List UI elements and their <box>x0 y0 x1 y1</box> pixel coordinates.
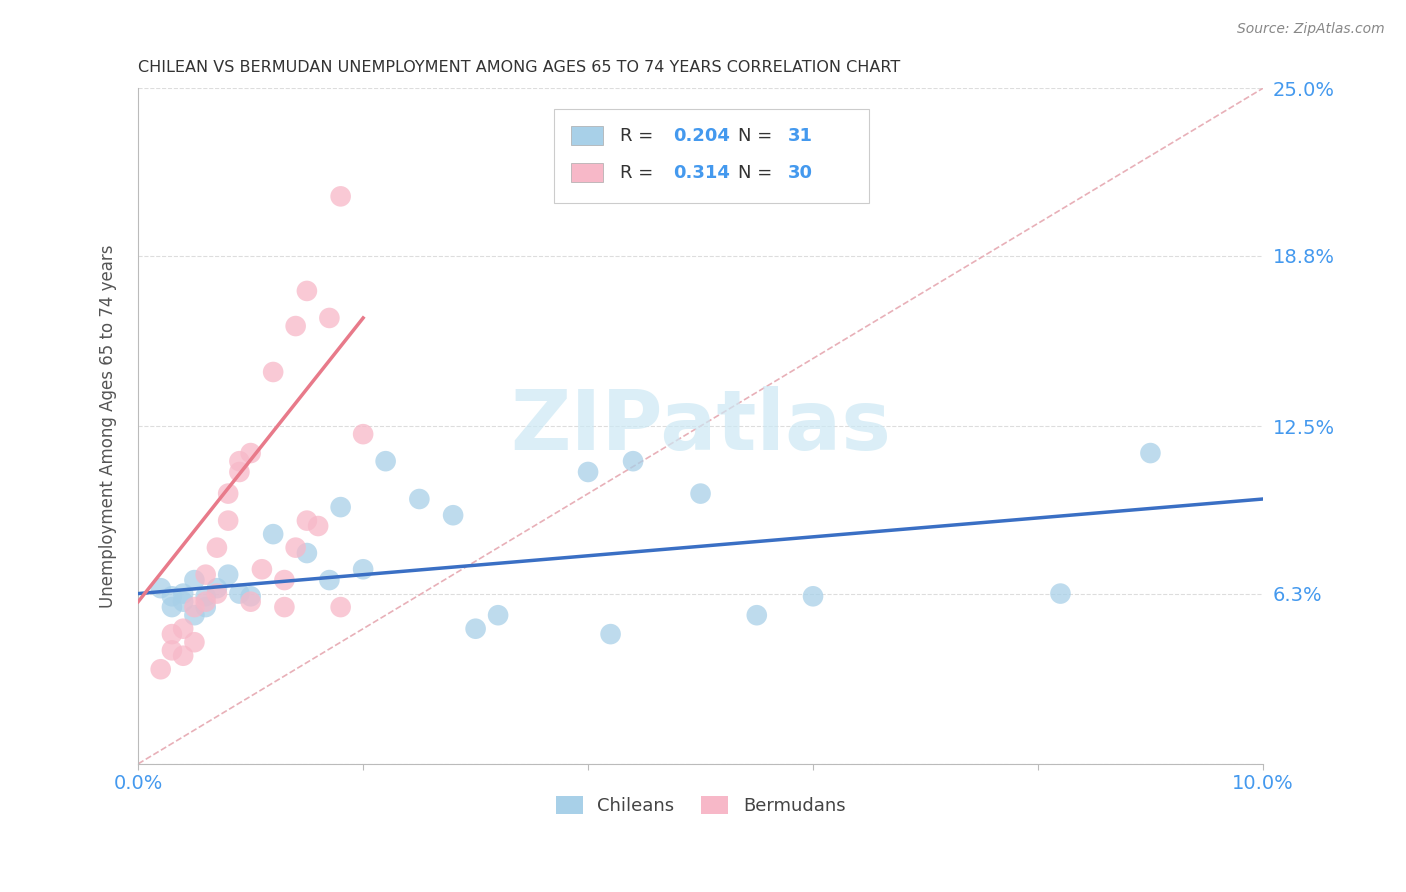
Point <box>329 600 352 615</box>
Point <box>318 573 340 587</box>
Point <box>408 491 430 506</box>
Point <box>329 500 352 515</box>
Point <box>194 589 217 603</box>
Point <box>160 589 183 603</box>
Point <box>295 546 318 560</box>
Text: N =: N = <box>738 127 778 145</box>
Point <box>160 627 183 641</box>
Point <box>205 586 228 600</box>
Point <box>172 586 194 600</box>
Point <box>228 465 250 479</box>
Point <box>284 319 307 334</box>
Text: CHILEAN VS BERMUDAN UNEMPLOYMENT AMONG AGES 65 TO 74 YEARS CORRELATION CHART: CHILEAN VS BERMUDAN UNEMPLOYMENT AMONG A… <box>138 60 900 75</box>
Point <box>621 454 644 468</box>
Point <box>160 600 183 615</box>
Point <box>149 662 172 676</box>
Point <box>239 595 262 609</box>
Point <box>441 508 464 523</box>
Point <box>295 514 318 528</box>
Point <box>486 608 509 623</box>
Text: 0.204: 0.204 <box>673 127 731 145</box>
Point <box>172 595 194 609</box>
Point <box>374 454 396 468</box>
Text: Source: ZipAtlas.com: Source: ZipAtlas.com <box>1237 22 1385 37</box>
Text: 31: 31 <box>789 127 813 145</box>
Point <box>194 567 217 582</box>
Point <box>273 600 295 615</box>
Point <box>183 608 205 623</box>
Point <box>160 643 183 657</box>
Point <box>464 622 486 636</box>
Legend: Chileans, Bermudans: Chileans, Bermudans <box>548 789 852 822</box>
Point <box>307 519 329 533</box>
Text: 30: 30 <box>789 164 813 182</box>
Point <box>239 446 262 460</box>
Point <box>205 541 228 555</box>
Point <box>172 648 194 663</box>
Point <box>318 310 340 325</box>
Point <box>1049 586 1071 600</box>
Point <box>228 586 250 600</box>
FancyBboxPatch shape <box>571 163 603 182</box>
Point <box>329 189 352 203</box>
Point <box>1139 446 1161 460</box>
Point <box>217 514 239 528</box>
Point <box>217 567 239 582</box>
Point <box>183 573 205 587</box>
Point <box>262 365 284 379</box>
Point <box>284 541 307 555</box>
Point <box>149 581 172 595</box>
Point <box>228 454 250 468</box>
Point <box>183 600 205 615</box>
Text: ZIPatlas: ZIPatlas <box>510 385 891 467</box>
Point <box>250 562 273 576</box>
Text: N =: N = <box>738 164 778 182</box>
Point <box>262 527 284 541</box>
Point <box>295 284 318 298</box>
Point <box>352 562 374 576</box>
Point <box>217 486 239 500</box>
Point <box>801 589 824 603</box>
Point <box>273 573 295 587</box>
Point <box>599 627 621 641</box>
Point <box>352 427 374 442</box>
Point <box>194 595 217 609</box>
FancyBboxPatch shape <box>554 109 869 203</box>
Point <box>576 465 599 479</box>
FancyBboxPatch shape <box>571 126 603 145</box>
Point <box>745 608 768 623</box>
Point <box>194 600 217 615</box>
Text: R =: R = <box>620 127 658 145</box>
Text: R =: R = <box>620 164 658 182</box>
Point <box>172 622 194 636</box>
Point <box>689 486 711 500</box>
Point <box>183 635 205 649</box>
Y-axis label: Unemployment Among Ages 65 to 74 years: Unemployment Among Ages 65 to 74 years <box>100 244 117 607</box>
Point <box>205 581 228 595</box>
Text: 0.314: 0.314 <box>673 164 731 182</box>
Point <box>239 589 262 603</box>
